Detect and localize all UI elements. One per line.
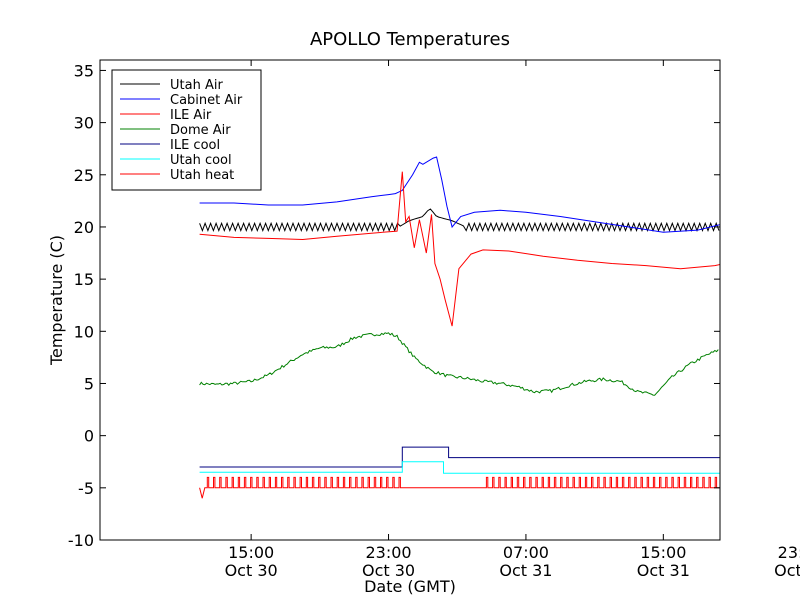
- legend-label-dome-air: Dome Air: [170, 123, 231, 138]
- series-line-ile-air: [199, 171, 720, 327]
- y-tick-label: 10: [74, 322, 94, 341]
- chart-title: APOLLO Temperatures: [310, 29, 510, 50]
- legend-label-utah-air: Utah Air: [170, 78, 223, 93]
- legend-label-utah-heat: Utah heat: [170, 168, 234, 183]
- y-tick-label: 20: [74, 218, 94, 237]
- x-tick-label-time: 23:00: [778, 543, 800, 562]
- legend-label-ile-cool: ILE cool: [170, 138, 220, 153]
- x-tick-label-date: Oct 31: [499, 561, 552, 580]
- x-axis-label: Date (GMT): [364, 577, 456, 596]
- plot-frame: [99, 59, 721, 541]
- y-tick-label: 35: [74, 61, 94, 80]
- y-tick-label: 25: [74, 166, 94, 185]
- y-tick-label: 5: [84, 374, 94, 393]
- plot-area: [199, 156, 720, 499]
- x-tick-label-time: 15:00: [640, 543, 686, 562]
- series-line-cabinet-air: [199, 156, 720, 233]
- series-line-ile-cool: [199, 446, 720, 468]
- series-line-utah-cool: [199, 461, 720, 474]
- legend-label-utah-cool: Utah cool: [170, 153, 232, 168]
- legend-label-cabinet-air: Cabinet Air: [170, 93, 243, 108]
- x-tick-label-time: 07:00: [503, 543, 549, 562]
- x-tick-label-date: Oct 30: [225, 561, 278, 580]
- x-tick-label-date: Oct 31: [637, 561, 690, 580]
- series-line-dome-air: [199, 332, 719, 396]
- y-tick-label: -10: [68, 531, 94, 550]
- y-tick-label: 15: [74, 270, 94, 289]
- x-tick-label-time: 23:00: [365, 543, 411, 562]
- y-tick-label: 0: [84, 427, 94, 446]
- legend-label-ile-air: ILE Air: [170, 108, 212, 123]
- series-line-utah-heat: [199, 476, 720, 499]
- x-tick-label-time: 15:00: [228, 543, 274, 562]
- y-tick-label: 30: [74, 114, 94, 133]
- x-tick-label-date: Oct 31: [774, 561, 800, 580]
- y-tick-label: -5: [78, 479, 94, 498]
- x-tick-label-date: Oct 30: [362, 561, 415, 580]
- y-axis-label: Temperature (C): [47, 235, 66, 366]
- legend-box: [111, 69, 262, 191]
- series-line-utah-air: [199, 208, 720, 233]
